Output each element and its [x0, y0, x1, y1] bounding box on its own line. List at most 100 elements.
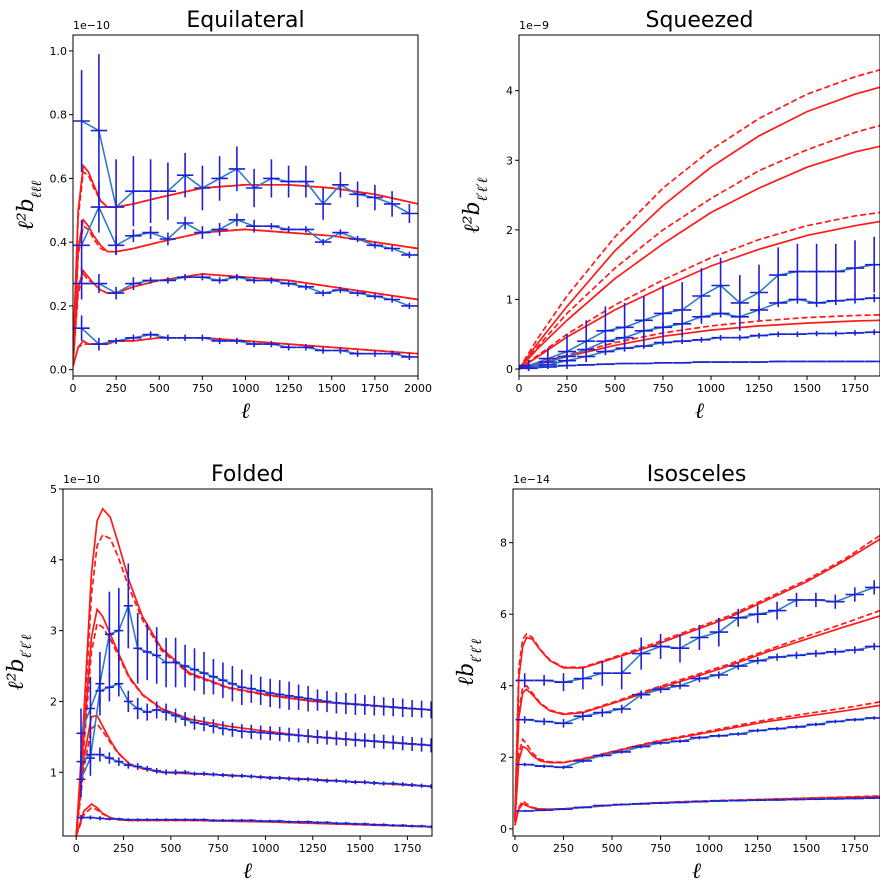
chart-title: Folded — [211, 462, 284, 487]
theory-curve-dashed-3 — [75, 622, 432, 836]
x-tick-label: 1500 — [318, 382, 346, 395]
x-tick-label: 1000 — [695, 842, 723, 855]
theory-curve-dashed-3 — [514, 609, 880, 820]
panel-folded: Folded 1e−10 0 250 500 750 1000 1250 1500 1750 1 2 3… — [4, 462, 433, 884]
theory-curve-solid-0 — [73, 163, 418, 354]
y-tick-label: 0.2 — [50, 300, 68, 313]
x-tick-label: 1500 — [346, 842, 374, 855]
plot-frame — [512, 488, 880, 837]
chart-title: Squeezed — [646, 8, 754, 33]
theory-curve-solid-3 — [519, 145, 880, 370]
x-tick-label: 1000 — [232, 382, 260, 395]
panel-isosceles: Isosceles 1e−14 0 250 500 750 1000 1250 1500 1750… — [454, 462, 880, 884]
y-tick-label: 4 — [506, 85, 513, 98]
axis-offset-label: 1e−10 — [63, 473, 100, 486]
theory-curve-dashed-6 — [519, 313, 880, 370]
theory-curve-solid-2 — [514, 615, 880, 820]
x-tick-label: 1750 — [841, 382, 869, 395]
theory-curve-solid-5 — [519, 220, 880, 370]
theory-curve-dashed-5 — [514, 701, 880, 822]
x-tick-label: 1000 — [251, 842, 279, 855]
chart-title: Equilateral — [186, 8, 304, 33]
plot-frame — [518, 34, 880, 377]
y-tick-label: 2 — [50, 695, 57, 708]
y-tick-label: 4 — [500, 680, 507, 693]
x-tick-label: 750 — [208, 842, 229, 855]
x-tick-label: 1250 — [275, 382, 303, 395]
y-tick-label: 1.0 — [50, 45, 68, 58]
y-tick-label: 4 — [50, 554, 57, 567]
x-tick-label: 1750 — [393, 842, 421, 855]
x-tick-label: 2000 — [404, 382, 432, 395]
x-tick-label: 1250 — [299, 842, 327, 855]
x-axis-label: ℓ — [692, 859, 702, 884]
y-axis-label: ℓ²bℓℓℓ — [14, 181, 45, 231]
x-tick-label: 1750 — [841, 842, 869, 855]
theory-curve-dashed-1 — [75, 533, 432, 836]
theory-curve-dashed-7 — [73, 336, 418, 367]
x-tick-label: 0 — [511, 842, 518, 855]
theory-curve-dashed-3 — [73, 224, 418, 361]
measured-line-2 — [80, 753, 432, 788]
theory-curve-solid-0 — [75, 507, 432, 836]
theory-curve-dashed-5 — [73, 272, 418, 364]
x-axis-label: ℓ — [695, 399, 705, 424]
measured-line-0 — [80, 603, 432, 734]
y-axis-label: ℓ²bℓ′ℓ′ℓ — [460, 177, 491, 233]
measured-line-0 — [81, 120, 410, 215]
x-tick-label: 500 — [149, 382, 170, 395]
measured-line-1 — [80, 205, 410, 256]
measured-line-3 — [524, 797, 875, 812]
chart-title: Isosceles — [647, 462, 747, 487]
x-axis-label: ℓ — [243, 859, 253, 884]
y-tick-label: 8 — [500, 537, 507, 550]
y-tick-label: 0.8 — [50, 109, 68, 122]
y-tick-label: 1 — [506, 293, 513, 306]
axis-offset-label: 1e−14 — [513, 473, 550, 486]
theory-curve-dashed-4 — [519, 211, 880, 370]
x-tick-label: 500 — [160, 842, 181, 855]
panel-squeezed: Squeezed 1e−9 0 250 500 750 1000 1250 1500 1750 0 1… — [460, 8, 880, 424]
y-tick-label: 6 — [500, 608, 507, 621]
plot-area — [75, 507, 432, 836]
x-tick-label: 500 — [605, 382, 626, 395]
theory-curve-dashed-7 — [514, 795, 880, 826]
panel-equilateral: Equilateral 1e−10 0 250 500 750 1000 1250 1500 17… — [14, 8, 432, 424]
axis-offset-label: 1e−9 — [519, 19, 549, 32]
x-tick-label: 0 — [73, 842, 80, 855]
x-tick-label: 1750 — [361, 382, 389, 395]
theory-curve-solid-2 — [75, 607, 432, 836]
y-axis-label: ℓbℓ′ℓ′ℓ — [454, 639, 485, 686]
y-tick-label: 0 — [500, 823, 507, 836]
y-tick-label: 1 — [50, 766, 57, 779]
x-tick-label: 750 — [653, 382, 674, 395]
theory-curve-dashed-2 — [519, 124, 880, 370]
x-tick-label: 750 — [192, 382, 213, 395]
y-tick-label: 2 — [506, 224, 513, 237]
x-axis-label: ℓ — [241, 399, 251, 424]
x-tick-label: 1000 — [697, 382, 725, 395]
theory-curve-dashed-7 — [75, 806, 432, 836]
x-tick-label: 250 — [553, 842, 574, 855]
y-tick-label: 3 — [506, 154, 513, 167]
y-tick-label: 0 — [506, 363, 513, 376]
x-tick-label: 250 — [106, 382, 127, 395]
measured-line-3 — [81, 327, 410, 358]
y-tick-label: 0.4 — [50, 236, 68, 249]
axis-offset-label: 1e−10 — [73, 19, 110, 32]
plot-area — [519, 68, 880, 372]
y-tick-label: 5 — [50, 483, 57, 496]
y-tick-label: 0.6 — [50, 172, 68, 185]
x-tick-label: 750 — [650, 842, 671, 855]
x-tick-label: 0 — [70, 382, 77, 395]
x-tick-label: 250 — [557, 382, 578, 395]
y-tick-label: 2 — [500, 751, 507, 764]
theory-curve-dashed-1 — [73, 170, 418, 354]
x-tick-label: 500 — [602, 842, 623, 855]
plot-area — [73, 54, 418, 367]
x-tick-label: 1250 — [745, 382, 773, 395]
x-tick-label: 1500 — [793, 382, 821, 395]
theory-curve-dashed-1 — [514, 534, 880, 819]
x-tick-label: 1500 — [792, 842, 820, 855]
x-tick-label: 1250 — [744, 842, 772, 855]
